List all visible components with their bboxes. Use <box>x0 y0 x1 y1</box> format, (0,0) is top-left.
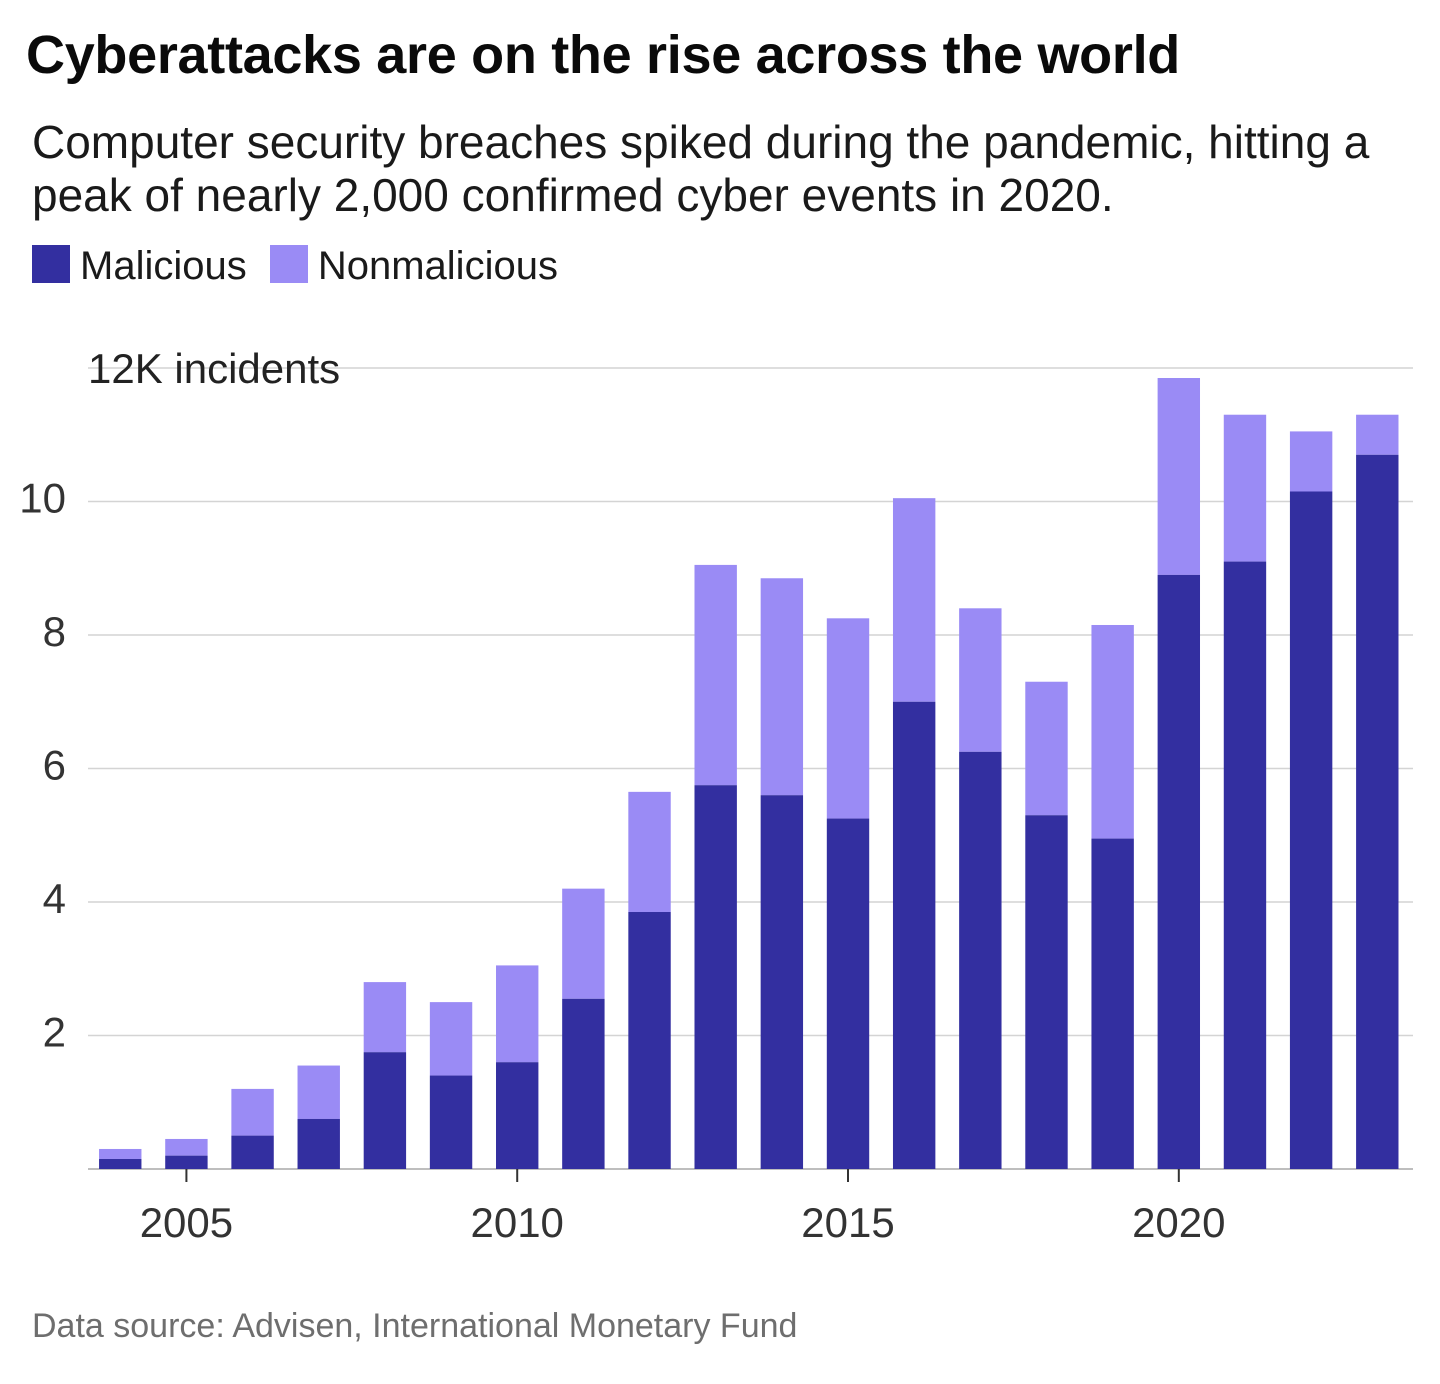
svg-text:8: 8 <box>43 608 66 655</box>
svg-text:2: 2 <box>43 1009 66 1056</box>
svg-text:4: 4 <box>43 875 66 922</box>
svg-text:2005: 2005 <box>140 1199 233 1246</box>
svg-text:12K incidents: 12K incidents <box>88 345 340 392</box>
svg-text:2020: 2020 <box>1132 1199 1225 1246</box>
svg-text:2010: 2010 <box>470 1199 563 1246</box>
svg-text:10: 10 <box>19 475 66 522</box>
svg-text:6: 6 <box>43 742 66 789</box>
svg-text:2015: 2015 <box>801 1199 894 1246</box>
